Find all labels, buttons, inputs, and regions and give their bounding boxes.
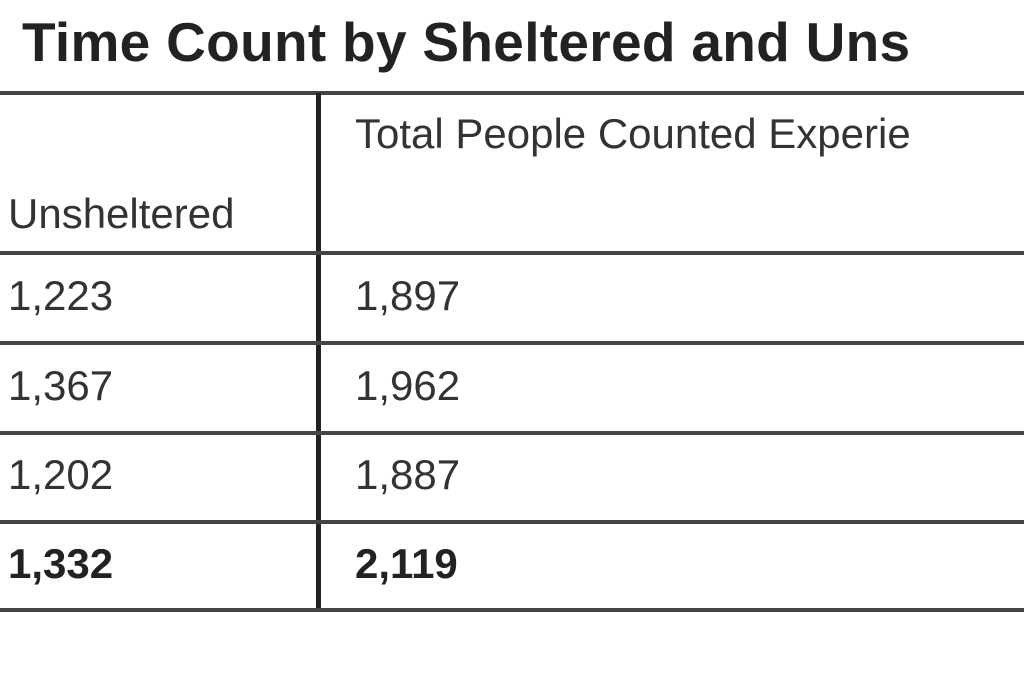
total-cell: 1,332 bbox=[8, 540, 114, 587]
table-top-border bbox=[0, 91, 1024, 95]
header-total-people: Total People Counted Experie bbox=[355, 110, 911, 157]
table-cell: 1,223 bbox=[8, 272, 114, 319]
row-divider bbox=[0, 520, 1024, 524]
table-title: Time Count by Sheltered and Uns bbox=[22, 11, 911, 73]
table-cell: 1,367 bbox=[8, 362, 114, 409]
total-cell: 2,119 bbox=[355, 540, 458, 587]
table-cell: 1,887 bbox=[355, 451, 461, 498]
column-divider bbox=[316, 93, 321, 612]
row-divider bbox=[0, 251, 1024, 255]
table-cell: 1,962 bbox=[355, 362, 461, 409]
header-unsheltered: Unsheltered bbox=[8, 190, 235, 237]
row-divider bbox=[0, 341, 1024, 345]
table-bottom-border bbox=[0, 608, 1024, 612]
table-cell: 1,897 bbox=[355, 272, 461, 319]
row-divider bbox=[0, 431, 1024, 435]
table-cell: 1,202 bbox=[8, 451, 114, 498]
